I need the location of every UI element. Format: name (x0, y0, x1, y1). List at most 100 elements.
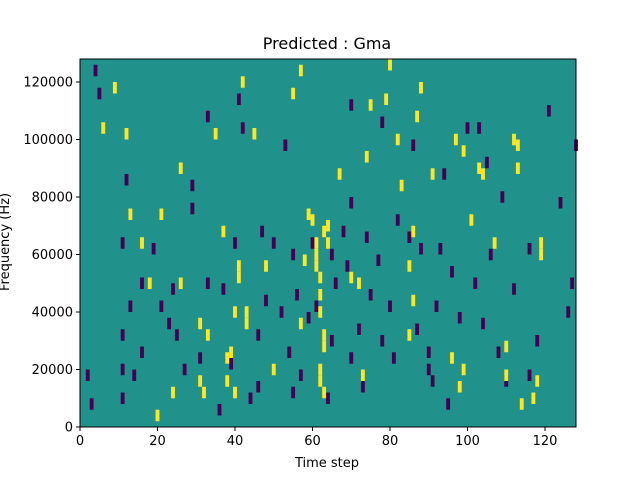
heatmap-cell-high (314, 248, 319, 261)
heatmap-cell-high (411, 294, 416, 307)
heatmap-cell-high (326, 237, 330, 249)
heatmap-cell-high (415, 110, 420, 123)
heatmap-cell-low (97, 87, 102, 100)
heatmap-cell-low (488, 248, 493, 261)
y-tick-label: 20000 (32, 363, 73, 378)
heatmap-cell-low (326, 392, 330, 404)
heatmap-cell-high (411, 225, 416, 238)
heatmap-cell-high (205, 329, 210, 341)
heatmap-cell-low (376, 254, 381, 266)
heatmap-cell-low (256, 329, 261, 341)
plot-area (79, 58, 578, 428)
heatmap-cell-high (298, 317, 303, 330)
heatmap-cell-low (140, 346, 144, 358)
heatmap-cell-high (512, 133, 516, 146)
heatmap-cell-high (477, 162, 482, 174)
heatmap-cell-high (221, 225, 226, 238)
heatmap-cell-high (318, 363, 323, 376)
heatmap-cell-low (174, 329, 179, 341)
heatmap-cell-low (345, 260, 350, 272)
heatmap-cell-low (190, 202, 195, 215)
heatmap-cell-low (535, 335, 540, 347)
heatmap-cell-high (112, 82, 117, 94)
heatmap-cell-high (128, 208, 133, 220)
heatmap-cell-low (496, 346, 501, 358)
heatmap-cell-high (539, 248, 544, 261)
heatmap-cell-high (384, 93, 389, 105)
heatmap-cell-low (434, 300, 439, 312)
heatmap-cell-low (221, 283, 226, 295)
heatmap-cell-high (159, 208, 164, 220)
heatmap-cell-low (159, 300, 164, 312)
heatmap-cell-high (225, 375, 230, 387)
heatmap-cell-high (461, 363, 466, 376)
heatmap-cell-high (310, 214, 315, 226)
heatmap-cell-low (132, 369, 137, 381)
heatmap-cell-high (198, 317, 203, 330)
heatmap-cell-low (295, 289, 299, 301)
heatmap-cell-low (182, 363, 187, 376)
heatmap-cell-low (442, 168, 447, 180)
heatmap-cell-high (178, 277, 183, 289)
heatmap-cell-low (120, 392, 125, 404)
heatmap-cell-low (93, 64, 98, 77)
y-tick-label: 100000 (23, 133, 73, 148)
heatmap-cell-high (515, 162, 520, 174)
heatmap-cell-high (124, 128, 129, 140)
heatmap-cell-high (368, 99, 373, 111)
heatmap-cell-low (546, 105, 551, 117)
heatmap-cell-low (291, 248, 296, 261)
heatmap-cell-low (411, 139, 416, 151)
heatmap-cell-low (283, 139, 288, 151)
chart-title: Predicted : Gma (263, 34, 391, 53)
heatmap-cell-high (233, 306, 237, 318)
heatmap-cell-high (430, 168, 435, 180)
heatmap-cell-low (558, 197, 563, 209)
heatmap-cell-high (291, 87, 296, 100)
heatmap-cell-low (349, 99, 354, 111)
heatmap-cell-high (244, 317, 249, 330)
heatmap-cell-low (360, 381, 365, 393)
heatmap-cell-low (128, 300, 133, 312)
heatmap-cell-high (236, 271, 241, 284)
heatmap-cell-high (539, 237, 544, 249)
heatmap-cell-high (240, 76, 245, 88)
x-tick-label: 100 (455, 434, 480, 449)
heatmap-cell-low (205, 110, 210, 123)
heatmap-cell-low (151, 243, 156, 255)
heatmap-cell-high (395, 133, 400, 146)
x-axis-label: Time step (294, 456, 359, 471)
heatmap-cell-low (419, 243, 423, 255)
heatmap-cell-high (202, 386, 206, 399)
heatmap-cell-high (504, 369, 509, 381)
heatmap-cell-low (217, 404, 222, 416)
heatmap-cell-high (318, 375, 323, 387)
heatmap-cell-high (302, 254, 307, 266)
heatmap-cell-high (535, 375, 540, 387)
heatmap-cell-low (341, 225, 346, 238)
heatmap-cell-high (171, 386, 175, 399)
y-axis: 0 20000 40000 60000 80000 100000 120000 (23, 76, 80, 436)
heatmap-cell-high (453, 133, 458, 146)
heatmap-cell-low (333, 277, 338, 289)
heatmap-cell-low (484, 156, 489, 169)
y-tick-label: 0 (65, 421, 73, 436)
heatmap-cell-low (85, 369, 90, 381)
x-tick-label: 0 (76, 434, 84, 449)
heatmap-cell-low (120, 363, 125, 376)
heatmap-cell-low (248, 392, 253, 404)
heatmap-cell-low (329, 335, 334, 347)
heatmap-cell-low (357, 323, 361, 335)
heatmap-cell-high (407, 329, 412, 341)
heatmap-cell-low (264, 294, 268, 307)
x-tick-label: 60 (304, 434, 321, 449)
heatmap-cell-high (229, 346, 234, 358)
heatmap-cell-low (477, 122, 482, 134)
heatmap-cell-low (395, 214, 400, 226)
heatmap-cell-high (264, 260, 268, 272)
heatmap-cell-high (213, 128, 218, 140)
heatmap-cell-low (287, 346, 292, 358)
heatmap-cell-low (124, 174, 129, 186)
heatmap-cell-low (388, 300, 392, 312)
